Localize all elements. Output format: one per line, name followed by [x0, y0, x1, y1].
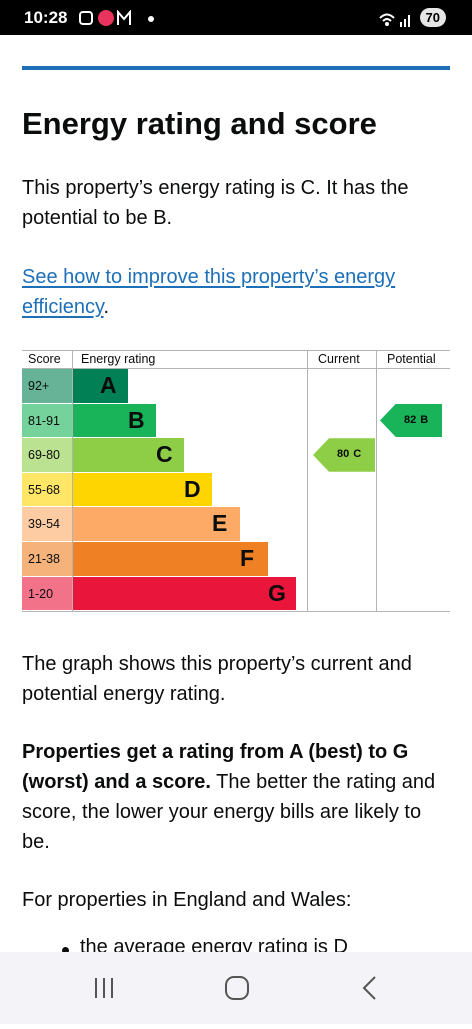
rating-bar	[73, 507, 240, 541]
border	[22, 368, 450, 369]
status-bar: 10:28 70	[0, 0, 472, 35]
rating-bar	[73, 403, 156, 438]
band-letter: C	[156, 441, 173, 468]
rating-bar	[73, 369, 128, 403]
potential-score: 82	[404, 413, 417, 426]
score-label: 55-68	[28, 482, 60, 497]
energy-chart: Score Energy rating Current Potential 92…	[22, 350, 450, 612]
band-letter: E	[212, 510, 228, 537]
border	[22, 611, 450, 612]
bold-text: Properties get a rating from A (best) to…	[22, 741, 409, 793]
current-score: 80	[337, 448, 350, 461]
intro-text: This property’s energy rating is C. It h…	[22, 177, 409, 229]
rating-bar	[73, 438, 184, 472]
signal-icons	[379, 13, 410, 27]
border	[22, 350, 450, 351]
paragraph: For properties in England and Wales:	[22, 889, 352, 911]
score-label: 81-91	[28, 413, 60, 428]
paragraph: The graph shows this property’s current …	[22, 653, 412, 705]
link-suffix: .	[103, 296, 110, 318]
nav-icons	[95, 976, 376, 1000]
score-cell	[22, 507, 72, 541]
band-letter: D	[184, 475, 201, 502]
border	[72, 350, 73, 612]
band-letter: B	[128, 406, 145, 433]
border	[307, 350, 308, 612]
band-letter: F	[240, 545, 255, 571]
heading: Energy rating and score	[22, 106, 377, 141]
header-rule	[22, 66, 450, 70]
nav-bar	[0, 952, 472, 1024]
home-button[interactable]	[225, 976, 249, 1000]
potential-band: B	[420, 413, 429, 426]
recents-button[interactable]	[95, 978, 113, 998]
current-band: C	[353, 448, 362, 461]
band-letter: G	[268, 579, 286, 606]
score-label: 1-20	[28, 586, 54, 601]
score-cell	[22, 438, 72, 472]
score-cell	[22, 542, 72, 576]
rating-bar	[73, 542, 268, 576]
current-label: 80 C	[337, 448, 361, 460]
bullet-dot	[62, 947, 69, 954]
score-label: 39-54	[28, 517, 60, 532]
rating-bar	[73, 472, 212, 507]
notification-icons	[79, 10, 154, 26]
score-cell	[22, 576, 72, 611]
score-cell	[22, 472, 72, 507]
header-rating: Energy rating	[81, 352, 156, 366]
paragraph: Properties get a rating from A (best) to…	[22, 737, 452, 857]
band-letter: A	[100, 372, 117, 398]
rating-bar	[73, 576, 296, 611]
back-button[interactable]	[362, 976, 376, 1000]
border	[376, 350, 377, 612]
header-current: Current	[318, 352, 360, 366]
score-label: 21-38	[28, 552, 60, 566]
text: The better the rating and score, the low…	[22, 771, 436, 853]
link-paragraph: See how to improve this property’s energ…	[22, 262, 452, 322]
potential-label: 82 B	[404, 414, 428, 426]
header-potential: Potential	[387, 352, 436, 366]
header-score: Score	[28, 352, 61, 366]
battery: 70	[419, 8, 446, 27]
score-cell	[22, 403, 72, 438]
score-label: 92+	[28, 379, 50, 393]
score-cell	[22, 369, 72, 403]
score-label: 69-80	[28, 448, 60, 463]
improve-link[interactable]: See how to improve this property’s energ…	[22, 266, 396, 318]
clock: 10:28	[24, 8, 68, 27]
